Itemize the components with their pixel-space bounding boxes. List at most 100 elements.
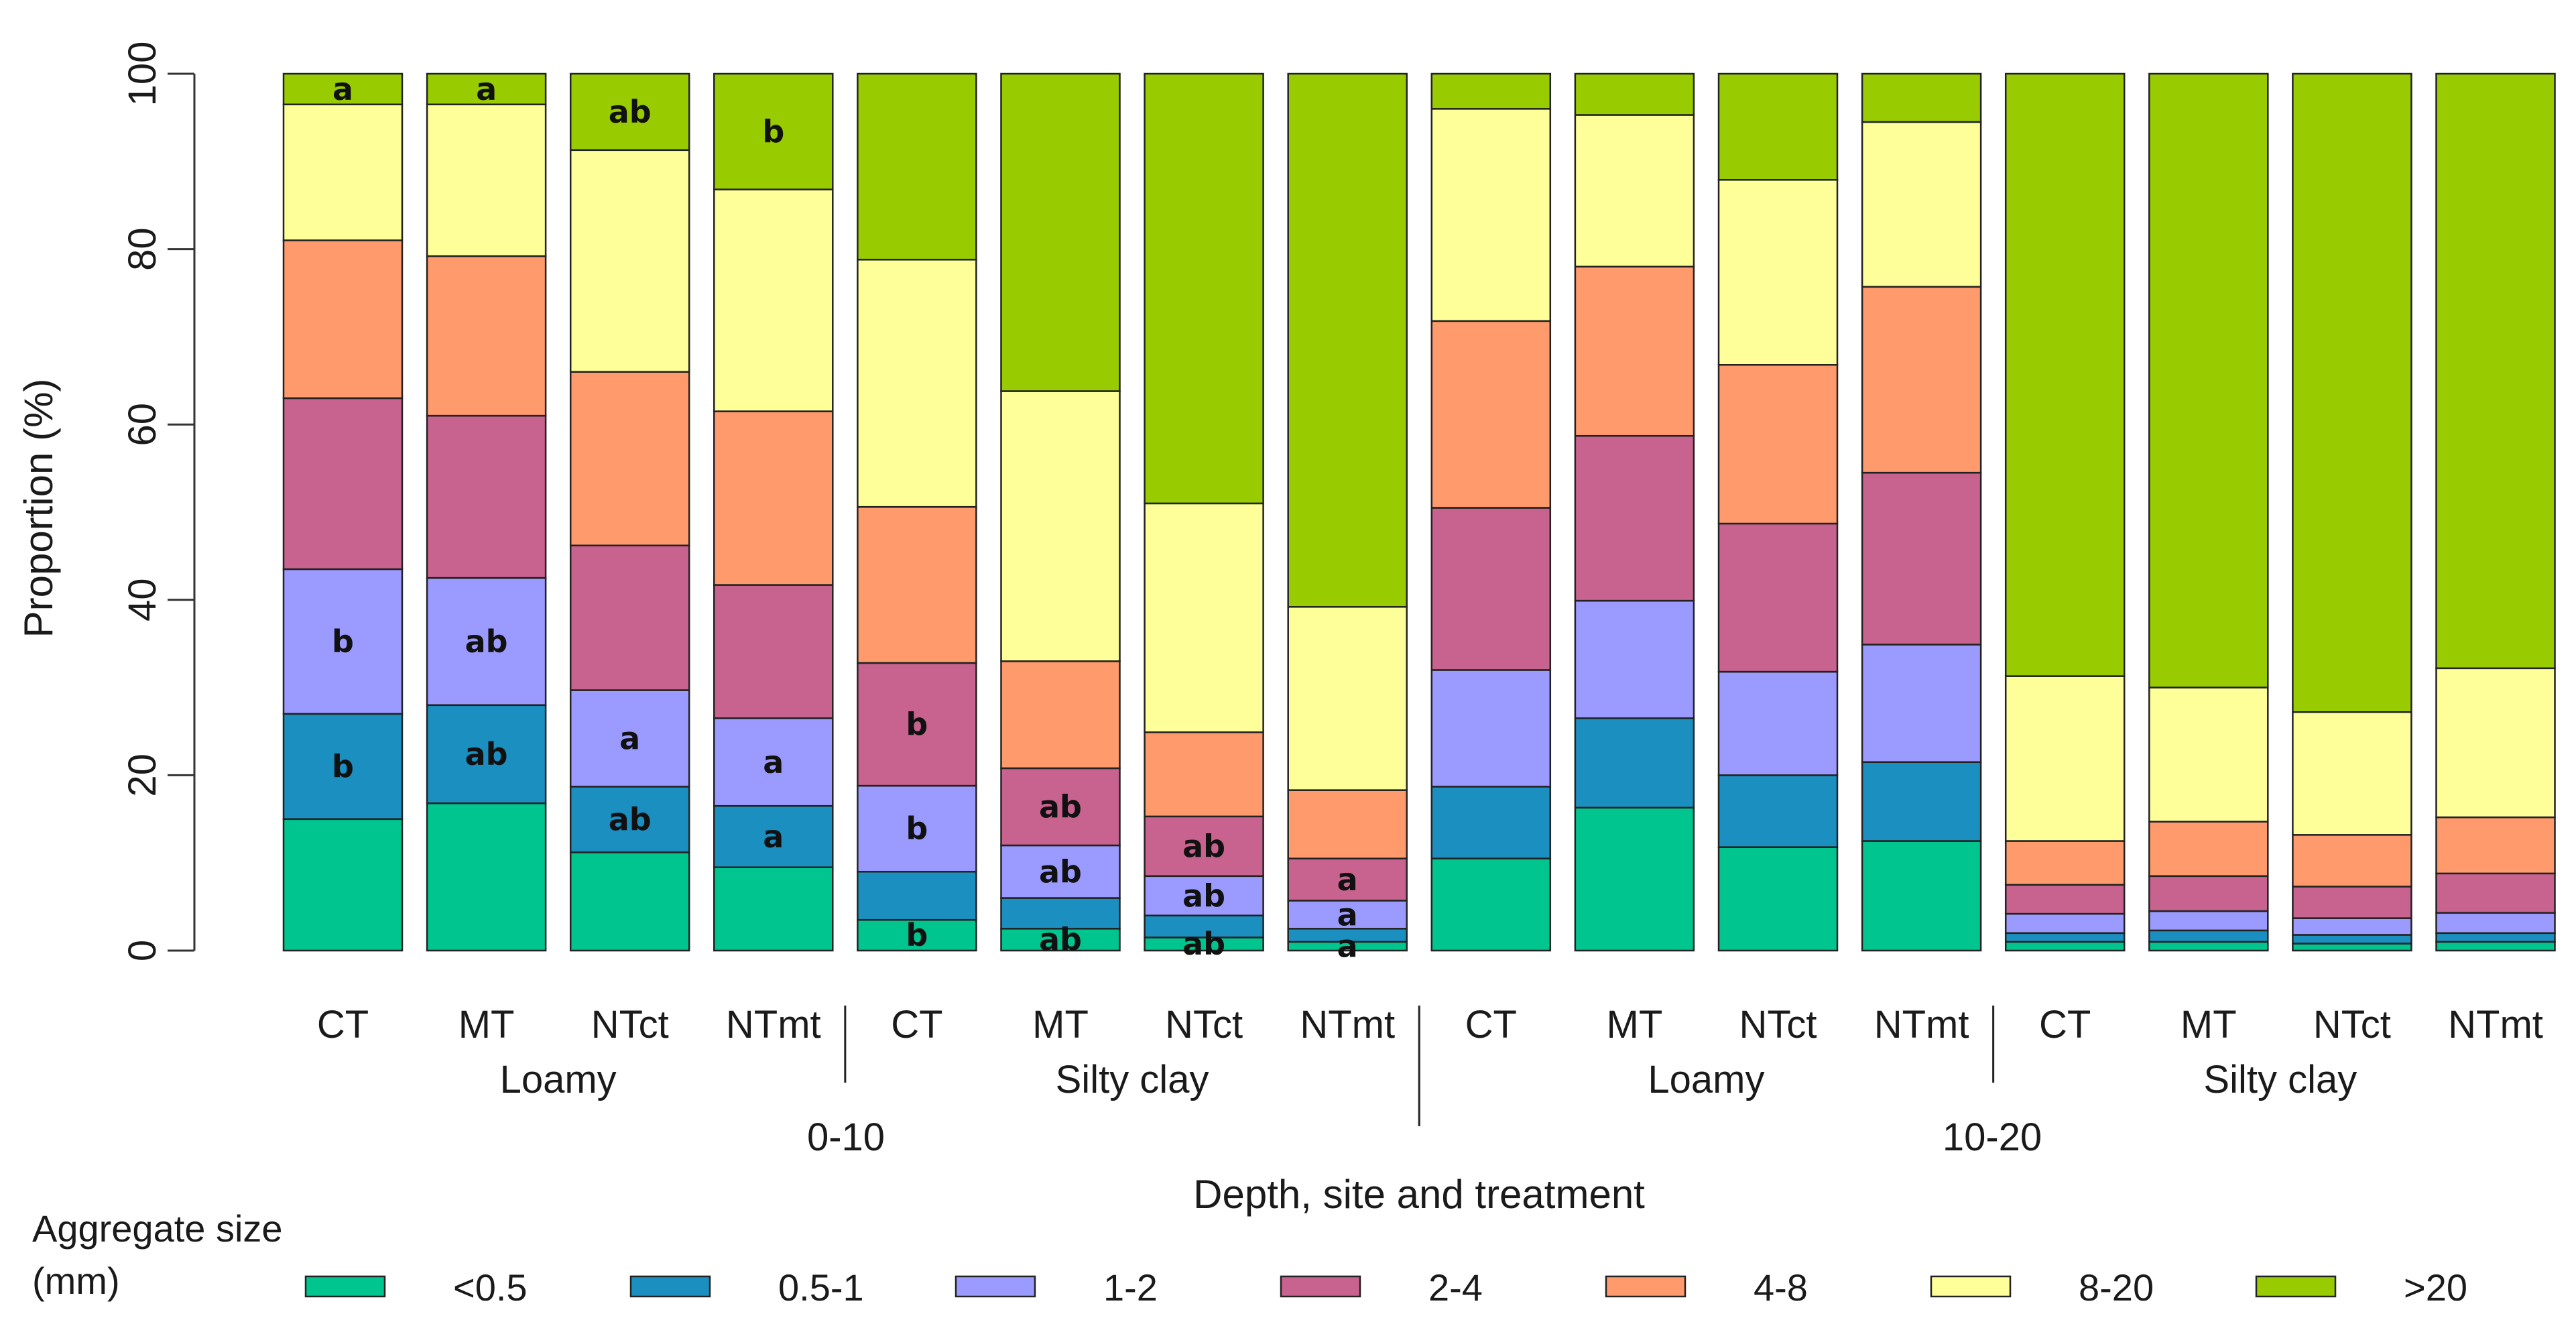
legend-label: >20 (2404, 1266, 2467, 1309)
stacked-bar (1574, 72, 1695, 952)
stacked-bar (1287, 72, 1408, 952)
bar-segment (569, 851, 690, 952)
site-label: Loamy (1648, 1058, 1764, 1101)
y-axis: 0 20 40 60 80 100 (121, 42, 196, 961)
treatment-label: NTct (591, 1003, 669, 1046)
significance-letter: ab (609, 94, 652, 130)
bar-segment (1861, 840, 1982, 952)
treatment-label: MT (1607, 1003, 1663, 1046)
stacked-bar (569, 72, 690, 952)
treatment-label: CT (1465, 1003, 1517, 1046)
significance-letter: ab (1182, 926, 1225, 962)
bar-segment (713, 72, 834, 190)
significance-letter: b (906, 917, 928, 953)
bar-segment (2148, 929, 2269, 943)
bar-segment (2435, 941, 2556, 952)
bar-segment (1861, 761, 1982, 842)
site-label: Silty clay (2203, 1058, 2357, 1101)
bar-segment (857, 505, 977, 664)
bar-segment (1430, 857, 1552, 952)
stacked-bar (2435, 72, 2556, 952)
bar-segment (2004, 884, 2126, 915)
stacked-bar (2148, 72, 2269, 952)
significance-letter: ab (465, 623, 508, 660)
bar-segment (2292, 834, 2412, 888)
bar-segment (282, 103, 404, 241)
bar-segment (2004, 912, 2126, 935)
bar-segment (426, 802, 547, 952)
treatment-label: NTct (1165, 1003, 1243, 1046)
bar-segment (426, 577, 547, 707)
significance-letter: a (1337, 861, 1358, 898)
significance-letter: a (763, 744, 784, 780)
bar-segment (1717, 846, 1839, 952)
depth-label: 10-20 (1943, 1116, 2042, 1159)
bar-segment (2148, 72, 2269, 688)
bar-segment (569, 371, 690, 546)
bar-segment (2435, 667, 2556, 819)
bar-segment (1287, 789, 1408, 859)
bar-segment (2148, 875, 2269, 912)
treatment-label: CT (891, 1003, 942, 1046)
bar-segment (2435, 872, 2556, 914)
bar-segment (1574, 806, 1695, 952)
bar-segment (1430, 320, 1552, 509)
bar-segment (569, 72, 690, 152)
bar-segment (282, 568, 404, 715)
bar-segment (857, 259, 977, 508)
significance-letter: ab (465, 736, 508, 772)
legend-swatch (629, 1275, 711, 1298)
bar-segment (1717, 72, 1839, 181)
significance-letter: b (906, 810, 928, 847)
legend-swatch (1930, 1275, 2012, 1298)
significance-letter: ab (1039, 788, 1082, 825)
treatment-label: NTmt (1300, 1003, 1395, 1046)
bar-segment (713, 717, 834, 807)
significance-letter: a (1337, 896, 1358, 932)
significance-letter: a (619, 720, 640, 756)
bar-segment (2292, 886, 2412, 919)
treatment-label: MT (2181, 1003, 2237, 1046)
bar-segment (282, 713, 404, 821)
legend-title-line2: (mm) (32, 1260, 120, 1302)
bar-segment (713, 866, 834, 952)
stacked-bar (282, 72, 404, 952)
bar-segment (2004, 675, 2126, 842)
legend-swatch (304, 1275, 386, 1298)
bar-segment (1574, 717, 1695, 809)
bar-segment (426, 103, 547, 257)
significance-letter: a (763, 819, 784, 855)
site-label: Loamy (500, 1058, 617, 1101)
bar-segment (1287, 606, 1408, 791)
bar-segment (1000, 844, 1121, 899)
significance-letter: a (332, 71, 353, 107)
bar-segment (282, 239, 404, 400)
bar-segment (1000, 928, 1121, 952)
bar-segment (2292, 917, 2412, 936)
bar-segment (857, 72, 977, 261)
y-tick-label: 60 (121, 403, 164, 446)
bar-segment (1000, 660, 1121, 770)
significance-letter: b (332, 623, 354, 660)
bar-segment (857, 871, 977, 921)
legend: Aggregate size (mm) <0.5 0.5-1 1-2 2-4 4-8 8-… (32, 1207, 2467, 1309)
bar-segment (569, 544, 690, 691)
significance-letter: a (1337, 928, 1358, 964)
bar-segment (2292, 711, 2412, 836)
bar-segment (2148, 910, 2269, 932)
significance-letter: a (476, 71, 497, 107)
site-label: Silty clay (1056, 1058, 1209, 1101)
significance-letter: ab (1182, 878, 1225, 914)
y-tick-label: 40 (121, 579, 164, 622)
stacked-bar (426, 72, 547, 952)
bar-segment (1574, 599, 1695, 719)
bar-segment (1287, 900, 1408, 930)
significance-letter: b (762, 113, 784, 149)
bar-segment (1861, 471, 1982, 646)
bar-segment (2004, 932, 2126, 943)
significance-letter: b (332, 748, 354, 784)
legend-swatch (955, 1275, 1036, 1298)
stacked-bar (1717, 72, 1839, 952)
y-tick-label: 80 (121, 227, 164, 271)
